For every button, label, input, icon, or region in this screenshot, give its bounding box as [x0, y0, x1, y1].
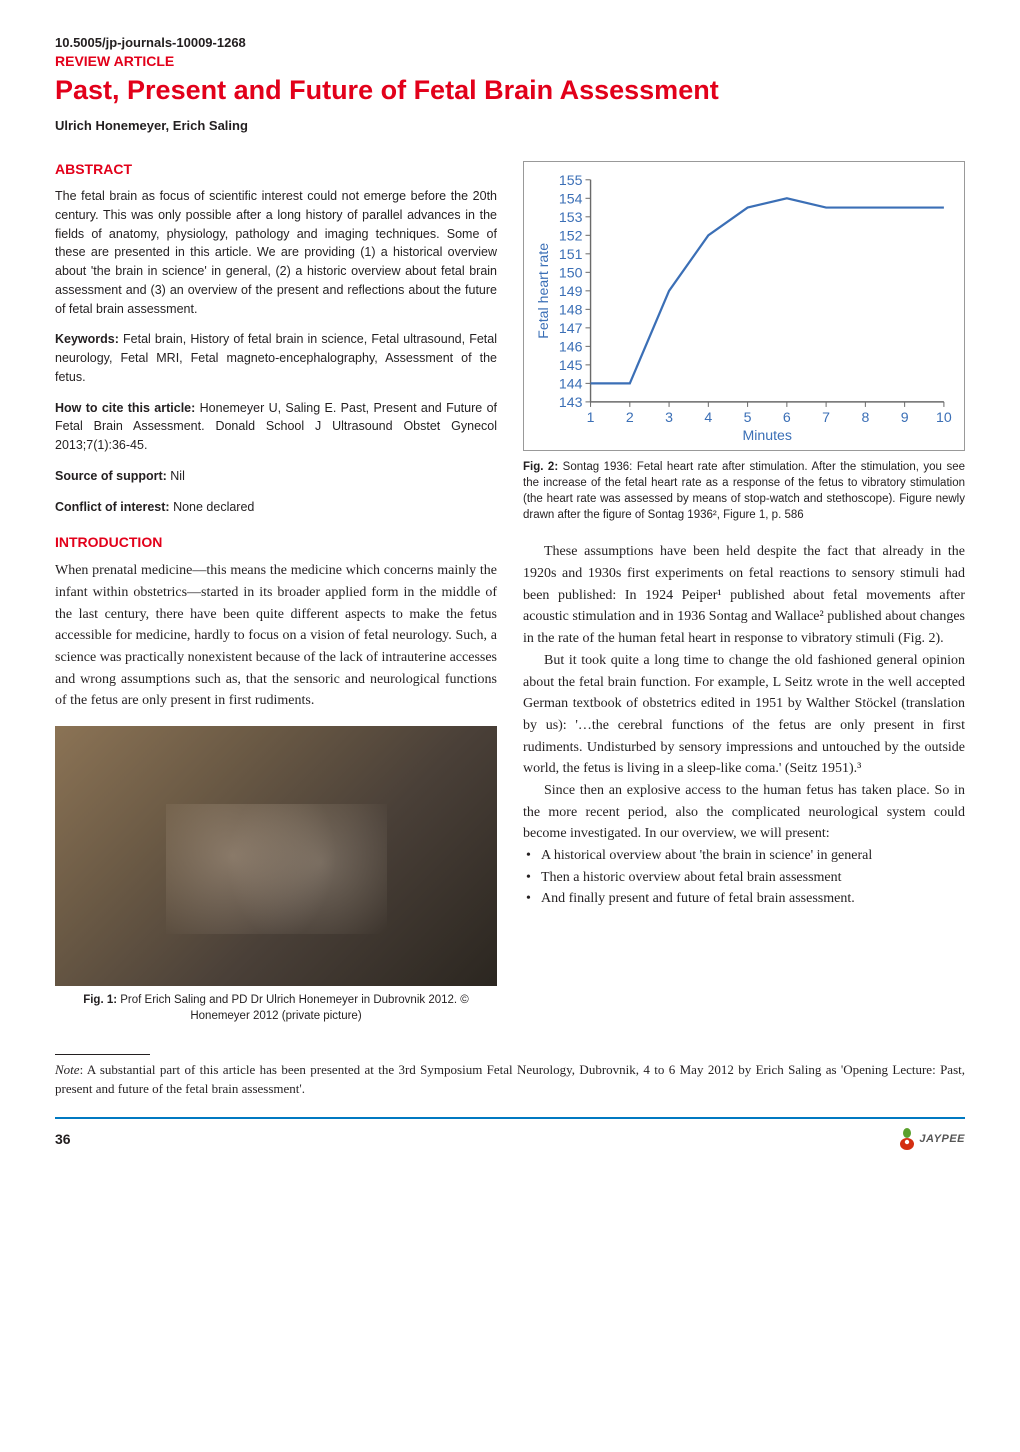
overview-list: A historical overview about 'the brain i… [523, 845, 965, 910]
svg-text:152: 152 [559, 227, 583, 243]
publisher-logo: JAYPEE [898, 1127, 965, 1151]
svg-text:154: 154 [559, 190, 583, 206]
list-item: A historical overview about 'the brain i… [523, 845, 965, 867]
doi: 10.5005/jp-journals-10009-1268 [55, 35, 965, 50]
footnote-label: Note [55, 1062, 80, 1077]
svg-text:6: 6 [783, 409, 791, 425]
introduction-heading: INTRODUCTION [55, 534, 497, 550]
footnote-rule [55, 1054, 150, 1055]
svg-text:4: 4 [704, 409, 712, 425]
svg-text:145: 145 [559, 357, 583, 373]
list-item: Then a historic overview about fetal bra… [523, 867, 965, 889]
article-title: Past, Present and Future of Fetal Brain … [55, 75, 965, 106]
svg-text:146: 146 [559, 338, 583, 354]
keywords-label: Keywords: [55, 332, 123, 346]
svg-text:10: 10 [936, 409, 952, 425]
author-list: Ulrich Honemeyer, Erich Saling [55, 118, 965, 133]
two-column-layout: ABSTRACT The fetal brain as focus of sci… [55, 161, 965, 1028]
body-paragraph-1: These assumptions have been held despite… [523, 541, 965, 649]
svg-text:147: 147 [559, 320, 583, 336]
svg-text:148: 148 [559, 301, 583, 317]
footnote-text: : A substantial part of this article has… [55, 1062, 965, 1096]
footnote: Note: A substantial part of this article… [55, 1061, 965, 1099]
svg-text:149: 149 [559, 283, 583, 299]
citation-line: How to cite this article: Honemeyer U, S… [55, 399, 497, 455]
conflict-text: None declared [173, 500, 254, 514]
figure-2-caption-text: Sontag 1936: Fetal heart rate after stim… [523, 461, 965, 521]
svg-text:5: 5 [744, 409, 752, 425]
figure-2-chart: 1431441451461471481491501511521531541551… [523, 161, 965, 451]
svg-text:3: 3 [665, 409, 673, 425]
svg-text:2: 2 [626, 409, 634, 425]
support-line: Source of support: Nil [55, 467, 497, 486]
page-footer: 36 JAYPEE [55, 1127, 965, 1151]
support-text: Nil [170, 469, 185, 483]
support-label: Source of support: [55, 469, 170, 483]
figure-1-label: Fig. 1: [83, 994, 120, 1006]
svg-text:153: 153 [559, 209, 583, 225]
publisher-name: JAYPEE [919, 1133, 965, 1145]
svg-text:150: 150 [559, 264, 583, 280]
figure-1-caption-text: Prof Erich Saling and PD Dr Ulrich Honem… [120, 994, 469, 1022]
abstract-heading: ABSTRACT [55, 161, 497, 177]
svg-text:7: 7 [822, 409, 830, 425]
right-column: 1431441451461471481491501511521531541551… [523, 161, 965, 1028]
list-item: And finally present and future of fetal … [523, 888, 965, 910]
body-paragraph-2: But it took quite a long time to change … [523, 650, 965, 780]
body-paragraph-3: Since then an explosive access to the hu… [523, 780, 965, 845]
figure-2-caption: Fig. 2: Sontag 1936: Fetal heart rate af… [523, 459, 965, 523]
conflict-line: Conflict of interest: None declared [55, 498, 497, 517]
page-number: 36 [55, 1131, 71, 1147]
citation-label: How to cite this article: [55, 401, 200, 415]
svg-text:8: 8 [861, 409, 869, 425]
left-column: ABSTRACT The fetal brain as focus of sci… [55, 161, 497, 1028]
article-type-label: REVIEW ARTICLE [55, 53, 965, 69]
intro-paragraph: When prenatal medicine—this means the me… [55, 560, 497, 712]
svg-text:9: 9 [901, 409, 909, 425]
svg-text:143: 143 [559, 394, 583, 410]
svg-text:151: 151 [559, 246, 583, 262]
abstract-paragraph: The fetal brain as focus of scientific i… [55, 187, 497, 318]
figure-1-caption: Fig. 1: Prof Erich Saling and PD Dr Ulri… [55, 992, 497, 1024]
svg-text:Fetal heart rate: Fetal heart rate [535, 243, 551, 339]
svg-text:1: 1 [587, 409, 595, 425]
svg-text:155: 155 [559, 172, 583, 188]
footer-rule [55, 1117, 965, 1119]
publisher-logo-icon [898, 1127, 916, 1151]
figure-1-photo [55, 726, 497, 986]
figure-2-label: Fig. 2: [523, 461, 563, 473]
keywords-line: Keywords: Fetal brain, History of fetal … [55, 330, 497, 386]
svg-text:Minutes: Minutes [742, 427, 791, 443]
svg-text:144: 144 [559, 375, 583, 391]
conflict-label: Conflict of interest: [55, 500, 173, 514]
